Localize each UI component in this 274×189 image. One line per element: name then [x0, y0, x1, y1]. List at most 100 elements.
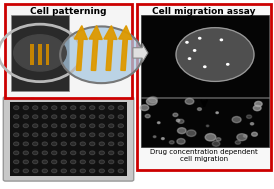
Circle shape: [232, 116, 241, 123]
Circle shape: [178, 128, 186, 134]
Circle shape: [186, 42, 188, 43]
Circle shape: [14, 151, 19, 155]
Bar: [11, 15, 69, 91]
Circle shape: [99, 160, 104, 164]
Circle shape: [185, 98, 194, 104]
Circle shape: [33, 124, 38, 128]
Circle shape: [14, 106, 19, 109]
Circle shape: [145, 114, 150, 118]
Circle shape: [23, 124, 28, 128]
Bar: [38, 44, 42, 65]
Circle shape: [199, 37, 201, 39]
Circle shape: [220, 39, 222, 41]
Circle shape: [193, 50, 196, 51]
Circle shape: [42, 124, 47, 128]
Circle shape: [80, 106, 85, 109]
Bar: [141, 15, 269, 97]
Circle shape: [173, 113, 178, 117]
Circle shape: [23, 151, 28, 155]
Circle shape: [244, 135, 247, 137]
Circle shape: [14, 133, 19, 137]
Circle shape: [52, 160, 57, 164]
Circle shape: [90, 124, 95, 128]
Circle shape: [158, 122, 160, 124]
FancyArrow shape: [104, 26, 117, 70]
Circle shape: [33, 169, 38, 173]
FancyBboxPatch shape: [5, 4, 132, 98]
Bar: [30, 44, 34, 65]
Circle shape: [80, 133, 85, 137]
Circle shape: [52, 151, 57, 155]
Circle shape: [90, 169, 95, 173]
Circle shape: [90, 133, 95, 137]
Circle shape: [23, 133, 28, 137]
Circle shape: [42, 106, 47, 109]
Circle shape: [60, 26, 142, 83]
Circle shape: [52, 133, 57, 137]
Circle shape: [169, 141, 174, 144]
Circle shape: [109, 133, 114, 137]
Circle shape: [33, 142, 38, 146]
Circle shape: [118, 169, 123, 173]
Circle shape: [80, 142, 85, 146]
Circle shape: [253, 105, 261, 111]
Circle shape: [52, 142, 57, 146]
Circle shape: [177, 139, 185, 144]
Circle shape: [109, 160, 114, 164]
Circle shape: [33, 151, 38, 155]
Circle shape: [61, 151, 66, 155]
Text: Cell migration assay: Cell migration assay: [152, 7, 256, 16]
Circle shape: [99, 133, 104, 137]
Circle shape: [71, 106, 76, 109]
Circle shape: [71, 124, 76, 128]
Text: Drug concentration dependent
cell migration: Drug concentration dependent cell migrat…: [150, 149, 258, 162]
Circle shape: [118, 115, 123, 119]
Circle shape: [118, 133, 123, 137]
Circle shape: [42, 151, 47, 155]
Circle shape: [255, 101, 262, 107]
Circle shape: [189, 58, 191, 59]
Circle shape: [99, 115, 104, 119]
Circle shape: [80, 124, 85, 128]
Circle shape: [61, 142, 66, 146]
Circle shape: [61, 106, 66, 109]
Circle shape: [250, 123, 254, 125]
Circle shape: [109, 106, 114, 109]
Circle shape: [149, 97, 158, 103]
Circle shape: [61, 124, 66, 128]
Circle shape: [42, 133, 47, 137]
Circle shape: [23, 106, 28, 109]
FancyBboxPatch shape: [137, 4, 271, 170]
Circle shape: [80, 151, 85, 155]
Circle shape: [33, 115, 38, 119]
FancyArrow shape: [89, 26, 102, 70]
Circle shape: [212, 141, 220, 146]
Circle shape: [118, 142, 123, 146]
Circle shape: [71, 169, 76, 173]
Circle shape: [237, 134, 247, 141]
Circle shape: [23, 142, 28, 146]
Circle shape: [109, 169, 114, 173]
Bar: [141, 98, 269, 147]
Circle shape: [42, 115, 47, 119]
Circle shape: [99, 124, 104, 128]
Circle shape: [99, 169, 104, 173]
Circle shape: [23, 169, 28, 173]
Circle shape: [52, 124, 57, 128]
Circle shape: [109, 151, 114, 155]
Circle shape: [198, 108, 201, 110]
Circle shape: [52, 106, 57, 109]
Circle shape: [71, 142, 76, 146]
Circle shape: [176, 28, 254, 81]
Circle shape: [33, 160, 38, 164]
FancyArrow shape: [119, 26, 132, 70]
Circle shape: [187, 130, 196, 136]
Circle shape: [109, 124, 114, 128]
Circle shape: [61, 169, 66, 173]
Circle shape: [61, 115, 66, 119]
Circle shape: [235, 141, 241, 144]
Circle shape: [61, 133, 66, 137]
Circle shape: [178, 119, 184, 123]
Circle shape: [90, 106, 95, 109]
Circle shape: [252, 132, 257, 136]
